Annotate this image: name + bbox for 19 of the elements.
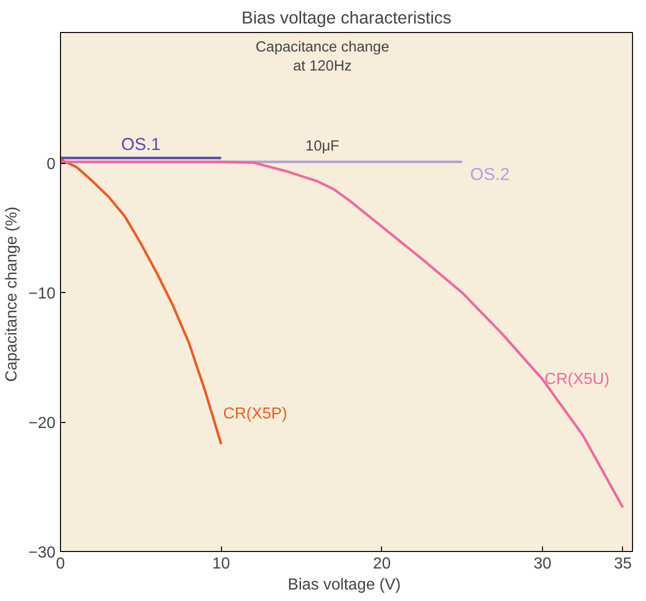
line-series [60, 160, 624, 509]
annotation: 10μF [306, 138, 340, 154]
y-tick-label: −10 [28, 286, 56, 303]
x-axis-title: Bias voltage (V) [288, 576, 401, 594]
series-label: CR(X5P) [223, 406, 288, 423]
y-tick-label: −30 [28, 544, 56, 562]
annotation: Capacitance change at 120Hz [256, 39, 390, 75]
chart-title: Bias voltage characteristics [242, 8, 452, 28]
series-label: CR(X5U) [544, 370, 610, 388]
series-label: OS.1 [121, 134, 161, 154]
x-tick-label: 30 [534, 556, 552, 572]
series-label: OS.2 [470, 164, 510, 184]
x-tick-label: 20 [372, 556, 391, 572]
line-series [60, 158, 222, 446]
x-tick-label: 35 [614, 556, 632, 572]
x-tick-label: 10 [212, 556, 230, 572]
y-tick-label: −20 [28, 415, 56, 432]
y-tick-label: 0 [46, 156, 56, 174]
y-axis-title: Capacitance change (%) [3, 206, 20, 382]
